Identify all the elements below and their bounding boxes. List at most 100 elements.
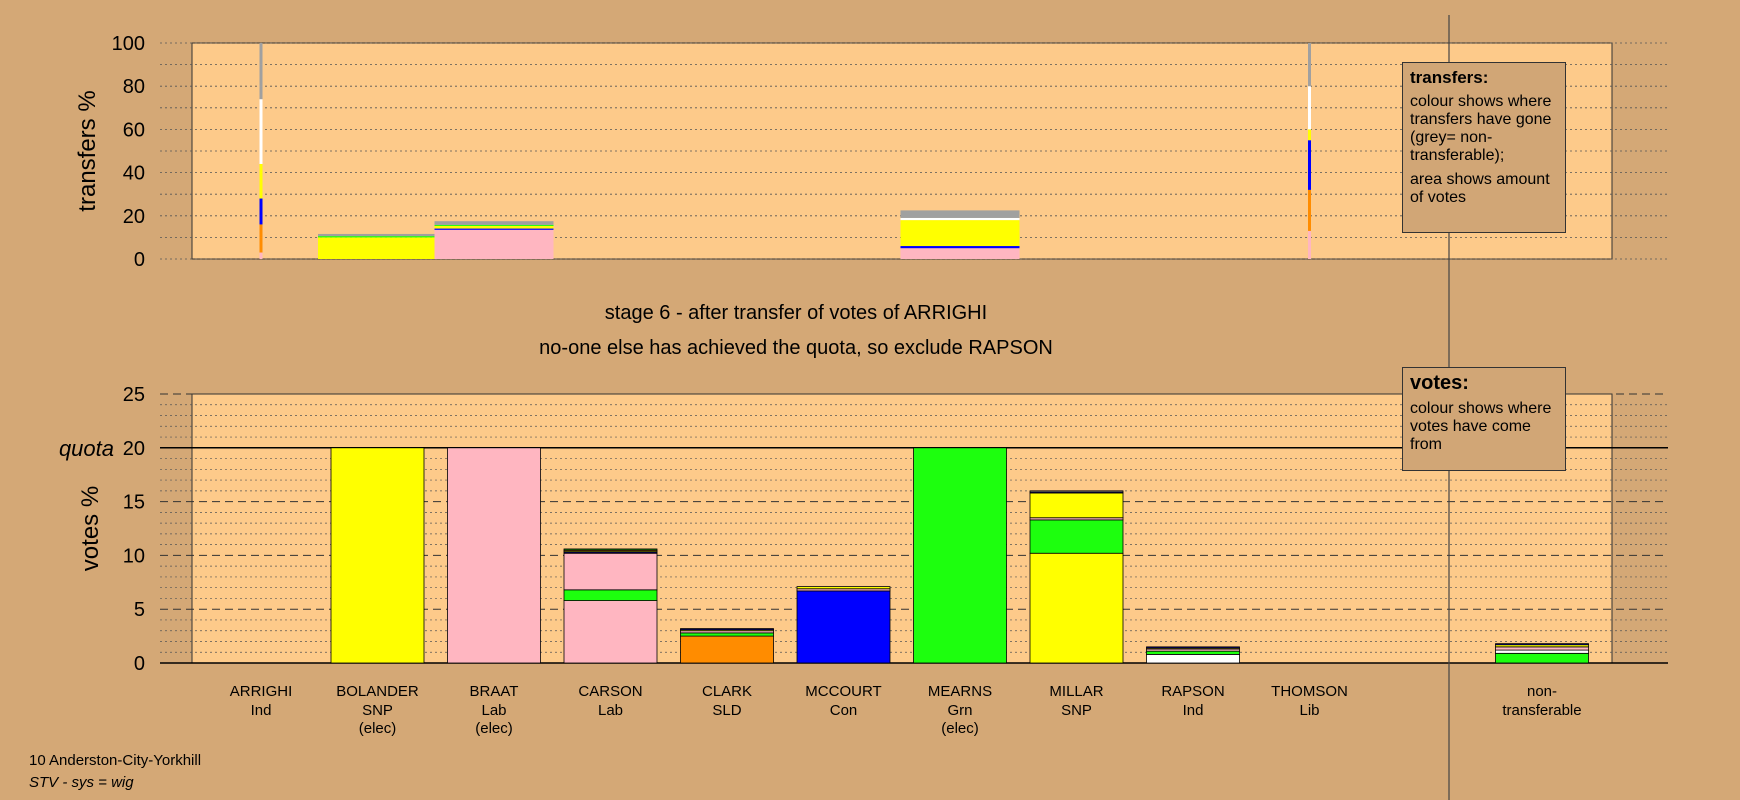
transfer-bar-braat-segment xyxy=(434,224,554,226)
candidate-name-label: MCCOURT xyxy=(805,683,881,700)
vote-bar-carson-segment xyxy=(563,589,658,601)
transfer-bar-arrighi-segment xyxy=(259,224,263,253)
vote-bar-braat-segment xyxy=(447,447,541,664)
vote-bar-mearns-segment xyxy=(913,447,1007,664)
votes-legend-text: colour shows where votes have come from xyxy=(1410,400,1552,453)
transfers-y-tick-label: 80 xyxy=(123,76,145,98)
transfer-bar-thomson-segment xyxy=(1308,230,1311,259)
candidate-party-label: Con xyxy=(830,702,858,719)
candidate-name-label: CARSON xyxy=(578,683,642,700)
vote-bar-millar-segment xyxy=(1029,519,1124,554)
vote-bar-nontransferable-segment xyxy=(1495,646,1589,651)
transfer-bar-braat-segment xyxy=(434,229,554,259)
vote-bar-carson-segment xyxy=(563,548,658,551)
votes-y-tick-label: 15 xyxy=(123,492,145,514)
transfers-y-tick-label: 0 xyxy=(134,249,145,271)
transfer-bar-thomson-segment xyxy=(1308,43,1311,87)
votes-legend: votes: colour shows where votes have com… xyxy=(1402,367,1566,471)
vote-bar-bolander-segment xyxy=(330,447,425,664)
candidate-name-label: RAPSON xyxy=(1161,683,1224,700)
votes-y-tick-label: 5 xyxy=(134,599,145,621)
transfer-bar-arrighi-segment xyxy=(259,198,263,225)
transfers-y-axis-label: transfers % xyxy=(74,90,101,211)
transfers-legend: transfers: colour shows where transfers … xyxy=(1402,62,1566,233)
vote-bar-carson-segment xyxy=(563,600,658,664)
vote-bar-carson-segment xyxy=(563,552,658,591)
quota-label: quota xyxy=(59,436,114,461)
vote-bar-clark-segment xyxy=(680,632,774,637)
candidate-party-label: Lab xyxy=(598,702,623,719)
stage-subtitle: no-one else has achieved the quota, so e… xyxy=(539,337,1053,359)
votes-y-tick-label: 20 xyxy=(123,438,145,460)
votes-plot-area xyxy=(191,393,1613,664)
candidate-name-label: THOMSON xyxy=(1271,683,1348,700)
votes-legend-title: votes: xyxy=(1410,372,1469,394)
transfers-y-tick-label: 20 xyxy=(123,206,145,228)
candidate-name-label: CLARK xyxy=(702,683,752,700)
candidate-party-label: SNP xyxy=(1061,702,1092,719)
candidate-name-label: MILLAR xyxy=(1049,683,1103,700)
vote-bar-nontransferable-segment xyxy=(1495,643,1589,646)
transfer-bar-arrighi-segment xyxy=(259,163,263,199)
vote-bar-rapson-segment xyxy=(1146,653,1240,664)
transfers-legend-text1: colour shows where transfers have gone (… xyxy=(1410,93,1552,164)
candidate-name-label: ARRIGHI xyxy=(230,683,293,700)
candidate-note-label: (elec) xyxy=(475,720,513,737)
candidate-note-label: (elec) xyxy=(941,720,979,737)
votes-y-axis-label: votes % xyxy=(77,486,104,571)
transfer-bar-braat-segment xyxy=(434,225,554,229)
transfer-bar-arrighi-segment xyxy=(259,252,263,259)
candidate-name-label: MEARNS xyxy=(928,683,992,700)
vote-bar-millar-segment xyxy=(1029,490,1124,493)
nontransferable-label-2: transferable xyxy=(1502,702,1581,719)
transfer-bar-arrighi-segment xyxy=(259,43,263,100)
vote-bar-mccourt-segment xyxy=(796,590,891,664)
transfer-bar-thomson-segment xyxy=(1308,140,1311,190)
nontransferable-label-1: non- xyxy=(1527,683,1557,700)
vote-bar-mccourt-segment xyxy=(796,586,891,590)
candidate-note-label: (elec) xyxy=(359,720,397,737)
transfers-y-tick-label: 60 xyxy=(123,119,145,141)
transfers-y-tick-label: 100 xyxy=(112,33,145,55)
candidate-party-label: Lab xyxy=(481,702,506,719)
vote-bar-clark-segment xyxy=(680,628,774,631)
transfer-bar-mearns-segment xyxy=(900,210,1020,218)
transfer-bar-thomson-segment xyxy=(1308,129,1311,141)
vote-bar-millar-segment xyxy=(1029,552,1124,664)
vote-bar-millar-segment xyxy=(1029,492,1124,519)
transfers-y-tick-label: 40 xyxy=(123,163,145,185)
candidate-name-label: BRAAT xyxy=(470,683,519,700)
footer-system: STV - sys = wig xyxy=(29,774,134,791)
stage-title: stage 6 - after transfer of votes of ARR… xyxy=(605,302,987,324)
footer-ward: 10 Anderston-City-Yorkhill xyxy=(29,752,202,769)
transfers-legend-title: transfers: xyxy=(1410,68,1489,87)
transfer-bar-mearns-segment xyxy=(900,220,1020,247)
votes-y-tick-label: 10 xyxy=(123,545,145,567)
transfer-bar-braat-segment xyxy=(434,228,554,230)
transfer-bar-mearns-segment xyxy=(900,246,1020,249)
candidate-party-label: Ind xyxy=(251,702,272,719)
candidate-party-label: SNP xyxy=(362,702,393,719)
vote-bar-nontransferable-segment xyxy=(1495,649,1589,654)
candidate-party-label: Grn xyxy=(947,702,972,719)
vote-bar-clark-segment xyxy=(680,635,774,664)
candidate-party-label: SLD xyxy=(712,702,741,719)
candidate-name-label: BOLANDER xyxy=(336,683,419,700)
transfer-bar-mearns-segment xyxy=(900,217,1020,221)
transfers-legend-text2: area shows amount of votes xyxy=(1410,171,1550,206)
votes-y-tick-label: 0 xyxy=(134,653,145,675)
transfer-bar-bolander-segment xyxy=(318,237,437,259)
transfer-bar-thomson-segment xyxy=(1308,86,1311,130)
transfer-bar-braat-segment xyxy=(434,221,554,225)
transfer-bar-arrighi-segment xyxy=(259,99,263,164)
transfer-bar-mearns-segment xyxy=(900,248,1020,259)
vote-bar-rapson-segment xyxy=(1146,650,1240,655)
transfer-bar-bolander-segment xyxy=(318,233,437,237)
candidate-party-label: Ind xyxy=(1183,702,1204,719)
transfer-bar-bolander-segment xyxy=(318,236,437,238)
candidate-party-label: Lib xyxy=(1299,702,1319,719)
votes-y-tick-label: 25 xyxy=(123,384,145,406)
vote-bar-rapson-segment xyxy=(1146,646,1240,649)
transfer-bar-thomson-segment xyxy=(1308,189,1311,231)
